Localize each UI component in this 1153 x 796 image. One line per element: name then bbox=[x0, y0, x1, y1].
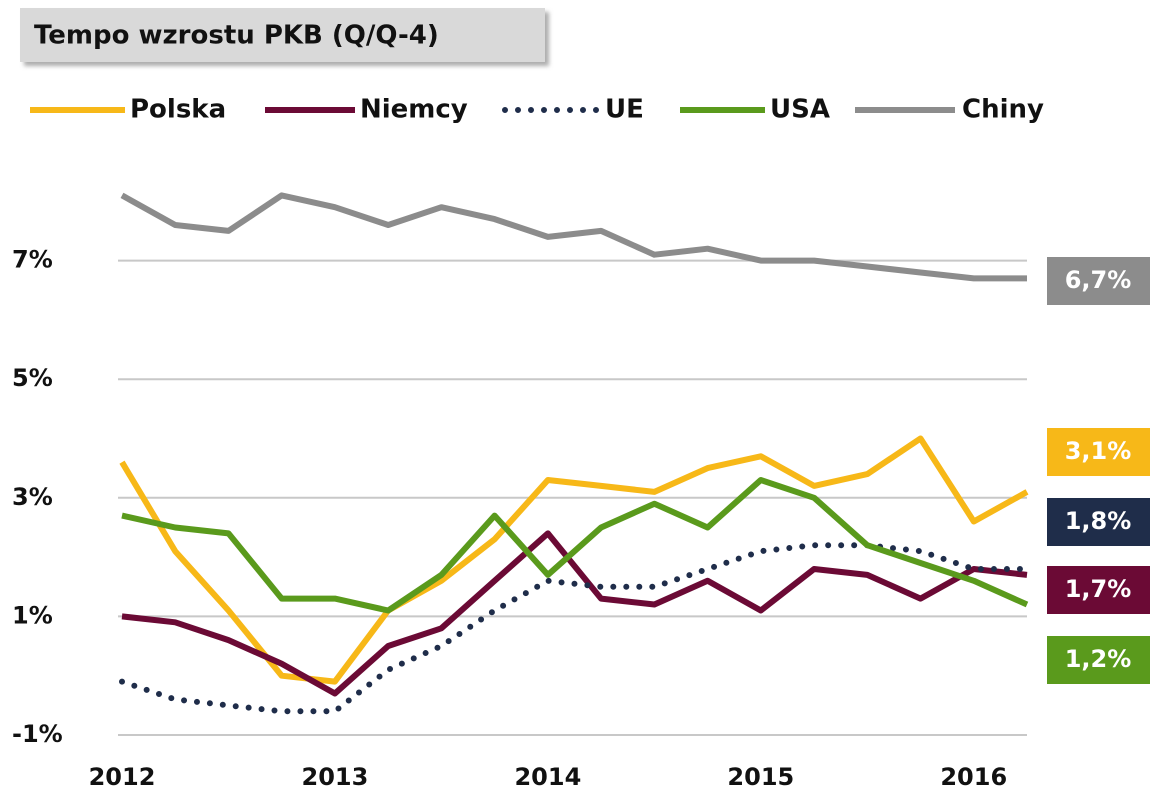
chart-title: Tempo wzrostu PKB (Q/Q-4) bbox=[34, 21, 439, 51]
x-tick-label: 2014 bbox=[514, 763, 581, 791]
end-label-box bbox=[1047, 566, 1150, 614]
end-label: 1,8% bbox=[1065, 507, 1132, 535]
series-line bbox=[121, 530, 1028, 697]
end-label: 6,7% bbox=[1065, 266, 1132, 294]
y-tick-label: 7% bbox=[12, 246, 53, 274]
end-label-box bbox=[1047, 428, 1150, 476]
end-label-box bbox=[1047, 498, 1150, 546]
y-tick-label: 3% bbox=[12, 483, 53, 511]
legend-label: UE bbox=[605, 95, 644, 125]
end-label-box bbox=[1047, 257, 1150, 305]
x-tick-label: 2012 bbox=[89, 763, 156, 791]
series-line bbox=[119, 435, 1029, 685]
end-label: 1,2% bbox=[1065, 645, 1132, 673]
x-tick-label: 2016 bbox=[940, 763, 1007, 791]
title-box bbox=[20, 8, 545, 62]
x-tick-label: 2013 bbox=[302, 763, 369, 791]
y-tick-label: -1% bbox=[12, 720, 63, 748]
series-line bbox=[119, 542, 1030, 715]
legend-label: Niemcy bbox=[360, 95, 468, 125]
legend-label: USA bbox=[770, 95, 830, 125]
series-line bbox=[120, 192, 1027, 282]
legend-label: Polska bbox=[130, 95, 226, 125]
end-label-box bbox=[1047, 636, 1150, 684]
legend-label: Chiny bbox=[962, 95, 1044, 125]
end-label: 1,7% bbox=[1065, 575, 1132, 603]
series-line bbox=[121, 477, 1029, 614]
y-tick-label: 5% bbox=[12, 364, 53, 392]
y-tick-label: 1% bbox=[12, 601, 53, 629]
end-label: 3,1% bbox=[1065, 437, 1132, 465]
x-tick-label: 2015 bbox=[727, 763, 794, 791]
